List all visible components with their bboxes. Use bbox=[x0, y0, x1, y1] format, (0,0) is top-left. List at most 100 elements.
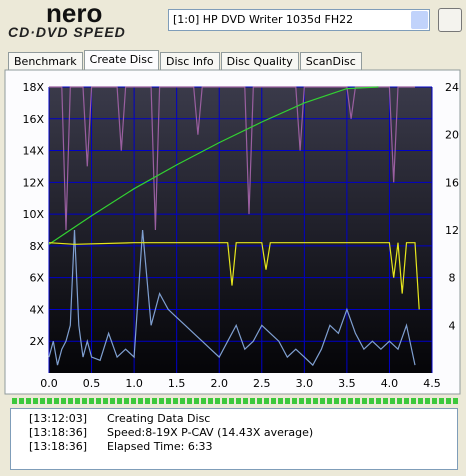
progress-bar bbox=[12, 398, 458, 404]
progress-segment bbox=[180, 398, 185, 404]
progress-segment bbox=[166, 398, 171, 404]
progress-segment bbox=[208, 398, 213, 404]
progress-segment bbox=[348, 398, 353, 404]
y2-tick-label: 16 bbox=[445, 176, 459, 189]
y-tick-label: 8X bbox=[29, 240, 44, 253]
y-tick-label: 12X bbox=[22, 176, 44, 189]
progress-segment bbox=[327, 398, 332, 404]
progress-segment bbox=[278, 398, 283, 404]
log-row: [13:18:36] Speed:8-19X P-CAV (14.43X aver… bbox=[11, 426, 457, 440]
log-row: [13:12:03] Creating Data Disc bbox=[11, 412, 457, 426]
progress-segment bbox=[376, 398, 381, 404]
log-row: [13:18:36] Elapsed Time: 6:33 bbox=[11, 440, 457, 454]
tab[interactable]: Disc Quality bbox=[220, 52, 299, 72]
tab[interactable]: Benchmark bbox=[8, 52, 83, 72]
progress-segment bbox=[257, 398, 262, 404]
progress-segment bbox=[47, 398, 52, 404]
progress-segment bbox=[117, 398, 122, 404]
progress-segment bbox=[187, 398, 192, 404]
tab[interactable]: Create Disc bbox=[83, 50, 160, 72]
tab-bar: Benchmark Create Disc Disc Info Disc Qualit… bbox=[8, 50, 363, 72]
progress-segment bbox=[222, 398, 227, 404]
x-tick-label: 0.0 bbox=[40, 377, 58, 390]
tab[interactable]: ScanDisc bbox=[299, 52, 362, 72]
y-tick-label: 4X bbox=[29, 303, 44, 316]
y-tick-label: 18X bbox=[22, 81, 44, 94]
y2-tick-label: 20 bbox=[445, 129, 459, 142]
x-tick-label: 1.5 bbox=[168, 377, 186, 390]
log-cell: [13:12:03] bbox=[29, 412, 87, 425]
progress-segment bbox=[432, 398, 437, 404]
progress-segment bbox=[383, 398, 388, 404]
y-tick-label: 10X bbox=[22, 208, 44, 221]
progress-segment bbox=[453, 398, 458, 404]
x-tick-label: 3.0 bbox=[296, 377, 314, 390]
progress-segment bbox=[89, 398, 94, 404]
progress-segment bbox=[75, 398, 80, 404]
progress-segment bbox=[26, 398, 31, 404]
progress-segment bbox=[313, 398, 318, 404]
chart: 0.0 0.5 1.0 1.5 2.0 2.5 3.0 3.5 4.0 4.5 2X 4X 6X 8X 10… bbox=[4, 69, 461, 404]
log-cell: [13:18:36] bbox=[29, 440, 87, 453]
progress-segment bbox=[173, 398, 178, 404]
progress-segment bbox=[439, 398, 444, 404]
progress-segment bbox=[12, 398, 17, 404]
log-cell: Elapsed Time: 6:33 bbox=[107, 440, 213, 453]
log-cell: Creating Data Disc bbox=[107, 412, 211, 425]
progress-segment bbox=[40, 398, 45, 404]
progress-segment bbox=[418, 398, 423, 404]
dropdown-arrow[interactable] bbox=[411, 11, 428, 29]
x-tick-label: 1.0 bbox=[125, 377, 143, 390]
eject-button[interactable] bbox=[438, 8, 462, 32]
progress-segment bbox=[292, 398, 297, 404]
logo: nero bbox=[46, 0, 103, 28]
progress-segment bbox=[446, 398, 451, 404]
y2-tick-label: 12 bbox=[445, 224, 459, 237]
progress-segment bbox=[264, 398, 269, 404]
progress-segment bbox=[145, 398, 150, 404]
progress-segment bbox=[61, 398, 66, 404]
log-cell: Speed:8-19X P-CAV (14.43X average) bbox=[107, 426, 314, 439]
progress-segment bbox=[194, 398, 199, 404]
y-tick-label: 2X bbox=[29, 335, 44, 348]
y-tick-label: 6X bbox=[29, 272, 44, 285]
progress-segment bbox=[362, 398, 367, 404]
progress-segment bbox=[404, 398, 409, 404]
progress-segment bbox=[285, 398, 290, 404]
progress-segment bbox=[152, 398, 157, 404]
plot-area bbox=[49, 87, 432, 373]
progress-segment bbox=[54, 398, 59, 404]
progress-segment bbox=[306, 398, 311, 404]
progress-segment bbox=[341, 398, 346, 404]
y-tick-label: 16X bbox=[22, 113, 44, 126]
series-line bbox=[48, 229, 416, 367]
progress-segment bbox=[299, 398, 304, 404]
x-tick-label: 4.0 bbox=[381, 377, 399, 390]
progress-segment bbox=[243, 398, 248, 404]
x-tick-label: 0.5 bbox=[83, 377, 101, 390]
progress-segment bbox=[334, 398, 339, 404]
logo: CD·DVD SPEED bbox=[8, 24, 126, 40]
series-line bbox=[49, 86, 415, 231]
progress-segment bbox=[390, 398, 395, 404]
progress-segment bbox=[236, 398, 241, 404]
x-tick-label: 2.0 bbox=[210, 377, 228, 390]
log-panel: [13:12:03] Creating Data Disc [13:18:36] Sp… bbox=[10, 408, 458, 470]
progress-segment bbox=[138, 398, 143, 404]
drive-label: [1:0] HP DVD Writer 1035d FH22 bbox=[173, 13, 354, 26]
progress-segment bbox=[201, 398, 206, 404]
x-tick-label: 3.5 bbox=[338, 377, 356, 390]
progress-segment bbox=[320, 398, 325, 404]
progress-segment bbox=[369, 398, 374, 404]
progress-segment bbox=[215, 398, 220, 404]
drive-select[interactable]: [1:0] HP DVD Writer 1035d FH22 bbox=[168, 9, 430, 31]
progress-segment bbox=[397, 398, 402, 404]
progress-segment bbox=[124, 398, 129, 404]
progress-segment bbox=[19, 398, 24, 404]
x-tick-label: 2.5 bbox=[253, 377, 271, 390]
progress-segment bbox=[96, 398, 101, 404]
progress-segment bbox=[82, 398, 87, 404]
y2-tick-label: 4 bbox=[449, 319, 456, 332]
tab[interactable]: Disc Info bbox=[160, 52, 220, 72]
